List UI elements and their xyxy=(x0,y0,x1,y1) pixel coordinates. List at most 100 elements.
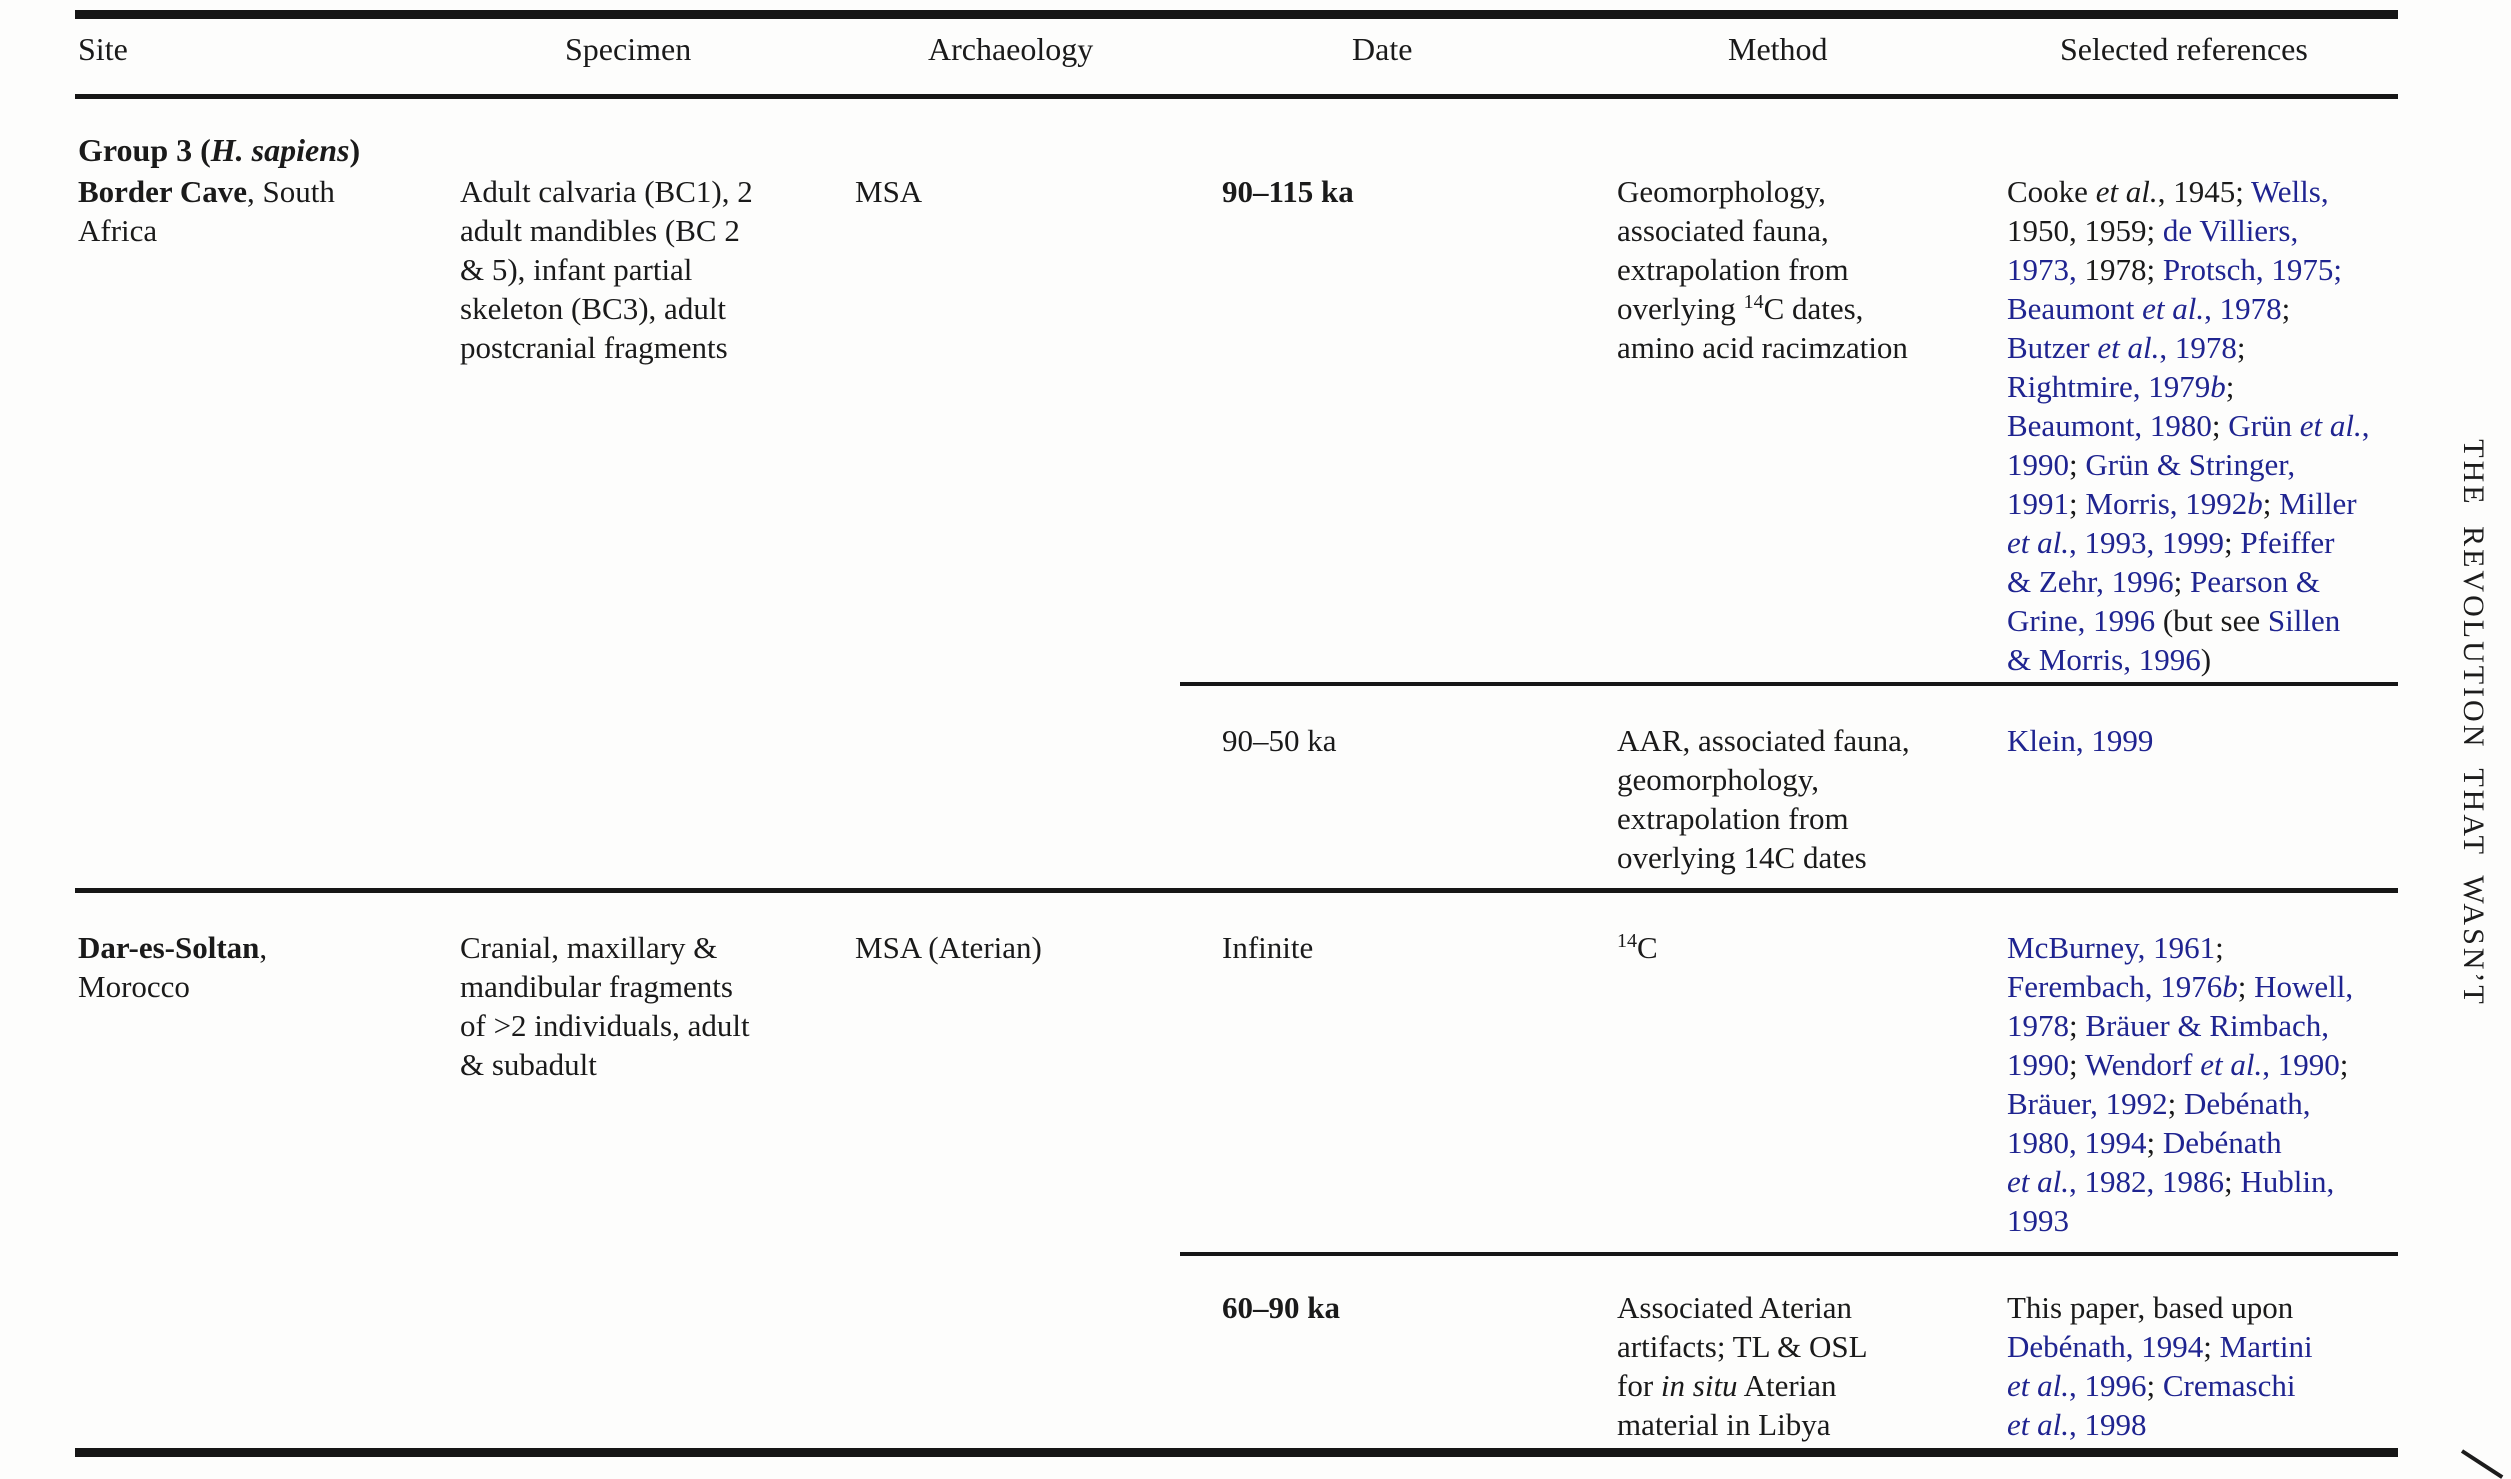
citation-link[interactable]: Sillen xyxy=(2267,603,2341,638)
citation-link[interactable]: , 1993, 1999 xyxy=(2069,525,2224,560)
citation-link[interactable]: Morris, 1992 xyxy=(2085,486,2248,521)
text-segment: 14 xyxy=(1743,291,1764,313)
citation-link[interactable]: Howell, xyxy=(2254,969,2354,1004)
text-segment: skeleton (BC3), adult xyxy=(460,291,727,326)
dar-es-soltan-archaeology-cell: MSA (Aterian) xyxy=(855,928,1185,967)
citation-link[interactable]: 1973, xyxy=(2007,252,2077,287)
citation-link[interactable]: , 1990 xyxy=(2262,1047,2340,1082)
text-segment: Africa xyxy=(78,213,158,248)
row-separator-rule xyxy=(75,888,2398,893)
citation-link[interactable]: Miller xyxy=(2279,486,2357,521)
citation-link[interactable]: 1990 xyxy=(2007,447,2069,482)
citation-link[interactable]: Protsch, 1975; xyxy=(2162,252,2342,287)
citation-link[interactable]: 1978 xyxy=(2007,1008,2069,1043)
border-cave-archaeology-cell: MSA xyxy=(855,172,1185,211)
citation-link[interactable]: de Villiers, xyxy=(2162,213,2299,248)
citation-link[interactable]: , 1998 xyxy=(2069,1407,2147,1442)
text-segment: in situ xyxy=(1660,1368,1738,1403)
citation-link[interactable]: Martini xyxy=(2219,1329,2313,1364)
text-segment: ; xyxy=(2236,330,2246,365)
citation-link[interactable]: , 1978 xyxy=(2159,330,2237,365)
citation-link[interactable]: Hublin, xyxy=(2240,1164,2335,1199)
text-segment: 60–90 ka xyxy=(1222,1290,1340,1325)
text-segment: Cooke xyxy=(2007,174,2096,209)
citation-link[interactable]: et al. xyxy=(2200,1047,2263,1082)
page-corner-artifact xyxy=(2460,1449,2504,1479)
text-segment: ; xyxy=(2262,486,2280,521)
citation-link[interactable]: b xyxy=(2210,369,2226,404)
text-segment: Aterian xyxy=(1737,1368,1837,1403)
citation-link[interactable]: Klein, 1999 xyxy=(2007,723,2154,758)
citation-link[interactable]: et al. xyxy=(2299,408,2362,443)
citation-link[interactable]: , 1978 xyxy=(2204,291,2282,326)
text-segment: ; xyxy=(2225,369,2235,404)
citation-link[interactable]: Debénath xyxy=(2162,1125,2282,1160)
text-segment: Cranial, maxillary & xyxy=(460,930,718,965)
border-cave-alt-date-cell: 90–50 ka xyxy=(1222,721,1602,760)
citation-link[interactable]: et al. xyxy=(2142,291,2205,326)
border-cave-method-cell: Geomorphology, associated fauna, extrapola… xyxy=(1617,172,2017,367)
text-segment: Dar-es-Soltan xyxy=(78,930,260,965)
text-segment: & subadult xyxy=(460,1047,597,1082)
citation-link[interactable]: 1990 xyxy=(2007,1047,2069,1082)
citation-link[interactable]: 1991 xyxy=(2007,486,2069,521)
citation-link[interactable]: et al. xyxy=(2007,525,2069,560)
citation-link[interactable]: McBurney, 1961 xyxy=(2007,930,2216,965)
dar-es-soltan-site-cell: Dar-es-Soltan, Morocco xyxy=(78,928,448,1006)
text-segment: amino acid racimzation xyxy=(1617,330,1908,365)
text-segment: Morocco xyxy=(78,969,190,1004)
text-segment: for xyxy=(1617,1368,1661,1403)
citation-link[interactable]: b xyxy=(2247,486,2263,521)
citation-link[interactable]: Ferembach, 1976 xyxy=(2007,969,2223,1004)
column-header-specimen: Specimen xyxy=(565,31,692,67)
citation-link[interactable]: Grün & Stringer, xyxy=(2085,447,2296,482)
citation-link[interactable]: Cremaschi xyxy=(2162,1368,2296,1403)
citation-link[interactable]: & Zehr, 1996 xyxy=(2007,564,2174,599)
citation-link[interactable]: , 1996 xyxy=(2069,1368,2147,1403)
citation-link[interactable]: Bräuer & Rimbach, xyxy=(2085,1008,2330,1043)
citation-link[interactable]: Beaumont, 1980 xyxy=(2007,408,2212,443)
text-segment: ; xyxy=(2167,1086,2184,1121)
citation-link[interactable]: Pearson & xyxy=(2190,564,2321,599)
citation-link[interactable]: 1980, 1994 xyxy=(2007,1125,2147,1160)
border-cave-alt-references-cell: Klein, 1999 xyxy=(2007,721,2427,760)
text-segment: et al. xyxy=(2095,174,2158,209)
text-segment: ) xyxy=(349,132,361,168)
citation-link[interactable]: et al. xyxy=(2007,1407,2069,1442)
citation-link[interactable]: Grine, 1996 xyxy=(2007,603,2156,638)
citation-link[interactable]: Bräuer, 1992 xyxy=(2007,1086,2168,1121)
citation-link[interactable]: b xyxy=(2222,969,2238,1004)
citation-link[interactable]: Pfeiffer xyxy=(2240,525,2335,560)
citation-link[interactable]: Debénath, 1994 xyxy=(2007,1329,2204,1364)
text-segment: postcranial fragments xyxy=(460,330,728,365)
citation-link[interactable]: et al. xyxy=(2097,330,2160,365)
border-cave-subrow-rule xyxy=(1180,682,2398,686)
text-segment: ; xyxy=(2224,1164,2241,1199)
text-segment: 90–115 ka xyxy=(1222,174,1354,209)
citation-link[interactable]: Butzer xyxy=(2007,330,2098,365)
text-segment: overlying 14C dates xyxy=(1617,840,1867,875)
citation-link[interactable]: & Morris, 1996 xyxy=(2007,642,2201,677)
text-segment: adult mandibles (BC 2 xyxy=(460,213,740,248)
citation-link[interactable]: Grün xyxy=(2228,408,2300,443)
text-segment: ; xyxy=(2281,291,2291,326)
citation-link[interactable]: , xyxy=(2361,408,2370,443)
text-segment: overlying xyxy=(1617,291,1744,326)
text-segment: ; xyxy=(2237,969,2255,1004)
citation-link[interactable]: et al. xyxy=(2007,1368,2069,1403)
border-cave-date-cell: 90–115 ka xyxy=(1222,172,1602,211)
citation-link[interactable]: Rightmire, 1979 xyxy=(2007,369,2211,404)
citation-link[interactable]: , 1982, 1986 xyxy=(2069,1164,2224,1199)
text-segment: 1978; xyxy=(2076,252,2163,287)
citation-link[interactable]: Wendorf xyxy=(2084,1047,2201,1082)
citation-link[interactable]: Wells, xyxy=(2251,174,2329,209)
citation-link[interactable]: et al. xyxy=(2007,1164,2069,1199)
text-segment: ; xyxy=(2339,1047,2349,1082)
citation-link[interactable]: 1993 xyxy=(2007,1203,2069,1238)
text-segment: ; xyxy=(2215,930,2224,965)
citation-link[interactable]: Beaumont xyxy=(2007,291,2143,326)
dar-es-soltan-alt-references-cell: This paper, based upon Debénath, 1994; Ma… xyxy=(2007,1288,2427,1444)
text-segment: Infinite xyxy=(1222,930,1314,965)
citation-link[interactable]: Debénath, xyxy=(2183,1086,2311,1121)
